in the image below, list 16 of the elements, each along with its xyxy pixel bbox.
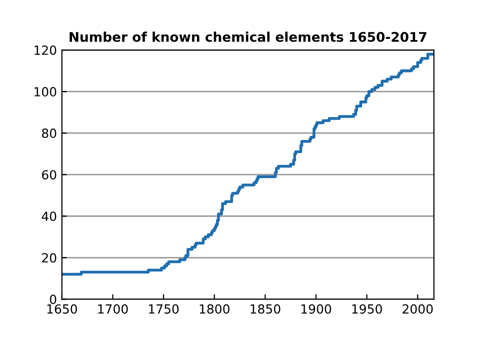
y-tick-label: 60: [42, 170, 56, 180]
y-tick-label: 40: [42, 212, 56, 222]
y-tick-label: 0: [50, 294, 56, 304]
x-tick-label: 1700: [98, 304, 128, 314]
x-tick-label: 1850: [250, 304, 280, 314]
x-tick-label: 1800: [200, 304, 230, 314]
y-tick-label: 20: [42, 253, 56, 263]
x-tick-label: 1750: [149, 304, 179, 314]
y-tick-label: 80: [42, 128, 56, 138]
x-tick-label: 1900: [301, 304, 332, 314]
y-tick-label: 100: [34, 87, 56, 96]
x-tick-label: 1650: [47, 304, 77, 314]
chart-title: Number of known chemical elements 1650-2017: [70, 32, 426, 42]
x-tick-label: 1950: [352, 304, 382, 314]
y-tick-label: 120: [34, 46, 56, 55]
x-tick-label: 2000: [402, 304, 433, 314]
